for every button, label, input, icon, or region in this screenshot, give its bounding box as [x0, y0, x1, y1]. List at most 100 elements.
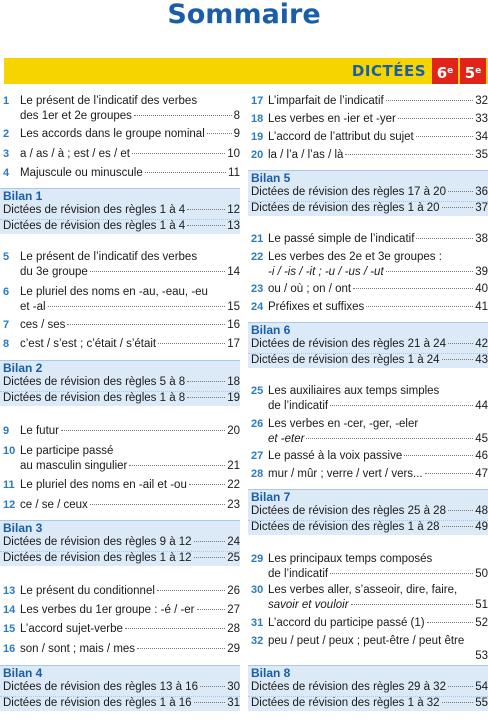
entry-number: 2	[3, 128, 10, 140]
entry-number: 30	[251, 584, 264, 596]
entry-title: Préfixes et suffixes	[268, 301, 365, 313]
bilan-heading: Bilan 6	[251, 323, 291, 337]
entry-number: 10	[3, 445, 16, 457]
entry-number: 9	[3, 425, 10, 437]
page-number: 40	[475, 283, 488, 295]
page-number: 33	[475, 113, 488, 125]
bilan-line: Dictées de révision des règles 1 à 12	[3, 551, 192, 564]
entry-title: son / sont ; mais / mes	[20, 643, 136, 655]
entry-number: 18	[251, 113, 264, 125]
entry-number: 11	[3, 479, 15, 491]
entry-title: Le présent de l’indicatif des verbes	[20, 251, 198, 263]
bilan-block[interactable]: Bilan 6 Dictées de révision des règles 2…	[248, 322, 488, 369]
page-number: 28	[227, 623, 240, 635]
entry-title-cont: du 3e groupe	[20, 265, 88, 278]
entry-number: 31	[251, 617, 264, 629]
entry-title: Majuscule ou minuscule	[20, 167, 143, 179]
entry-title: c’est / s’est ; c’était / s’était	[20, 338, 157, 350]
entry-number: 19	[251, 131, 264, 143]
entry-number: 4	[3, 167, 10, 179]
bilan-line: Dictées de révision des règles 1 à 16	[3, 696, 192, 709]
page-number: 29	[227, 643, 240, 655]
page-number: 50	[475, 567, 488, 580]
entry-title-cont: des 1er et 2e groupes	[20, 109, 132, 122]
page-number: 21	[227, 459, 240, 472]
entry-number: 1	[3, 95, 10, 107]
bilan-block[interactable]: Bilan 7 Dictées de révision des règles 2…	[248, 489, 488, 536]
bilan-block[interactable]: Bilan 4 Dictées de révision des règles 1…	[0, 665, 240, 712]
page-number: 46	[475, 450, 488, 462]
entry-title: Les auxiliaires aux temps simples	[268, 385, 440, 397]
bilan-line: Dictées de révision des règles 21 à 24	[251, 338, 446, 350]
entry-title: Les verbes en -ier et -yer	[268, 113, 396, 125]
page-number: 19	[227, 391, 240, 404]
entry-title-cont: de l’indicatif	[268, 567, 329, 580]
grade-5-badge: 5e	[460, 58, 486, 84]
page-number: 17	[227, 338, 240, 350]
entry-title: Les verbes des 2e et 3e groupes :	[268, 251, 442, 263]
entry-title: Les accords dans le groupe nominal	[20, 128, 205, 140]
page-number: 41	[475, 301, 488, 313]
bilan-line: Dictées de révision des règles 5 à 8	[3, 376, 186, 388]
bilan-block[interactable]: Bilan 8 Dictées de révision des règles 2…	[248, 665, 488, 712]
entry-title: L’accord de l’attribut du sujet	[268, 131, 414, 143]
page-number: 36	[475, 186, 488, 198]
banner-label: DICTÉES	[351, 62, 426, 80]
entry-title: ce / se / ceux	[20, 499, 88, 511]
entry-number: 12	[3, 499, 16, 511]
bilan-line: Dictées de révision des règles 1 à 24	[251, 353, 440, 366]
entry-title-cont: -i / -is / -it ; -u / -us / -ut	[268, 265, 384, 278]
bilan-block[interactable]: Bilan 5 Dictées de révision des règles 1…	[248, 170, 488, 217]
page-number: 51	[475, 598, 488, 611]
page-number: 25	[227, 551, 240, 564]
bilan-heading: Bilan 3	[3, 521, 43, 535]
bilan-heading: Bilan 1	[3, 189, 43, 203]
entry-number: 21	[251, 233, 264, 245]
entry-title: Le futur	[20, 425, 59, 437]
page-number: 42	[475, 338, 488, 350]
page-number: 53	[475, 649, 488, 662]
entry-title: L’imparfait de l’indicatif	[268, 95, 384, 107]
page-number: 18	[227, 376, 240, 388]
page-number: 45	[475, 432, 488, 445]
entry-number: 7	[3, 319, 10, 331]
page-number: 48	[475, 505, 488, 517]
page-number: 37	[475, 201, 488, 214]
page-number: 55	[475, 696, 488, 709]
bilan-block[interactable]: Bilan 2 Dictées de révision des règles 5…	[0, 360, 240, 407]
entry-title: Les verbes aller, s’asseoir, dire, faire…	[268, 584, 458, 596]
entry-number: 8	[3, 338, 10, 350]
bilan-line: Dictées de révision des règles 1 à 20	[251, 201, 440, 214]
bilan-heading: Bilan 5	[251, 171, 291, 185]
page-number: 8	[233, 109, 240, 122]
page-number: 14	[227, 265, 240, 278]
bilan-heading: Bilan 2	[3, 361, 43, 375]
bilan-line: Dictées de révision des règles 1 à 4	[3, 204, 186, 216]
entry-title: ou / où ; on / ont	[268, 283, 352, 295]
entry-title: Le passé simple de l’indicatif	[268, 233, 415, 245]
page-number: 35	[475, 149, 488, 161]
entry-number: 23	[251, 283, 264, 295]
page-number: 39	[475, 265, 488, 278]
entry-title: L’accord sujet-verbe	[20, 623, 123, 635]
page-number: 27	[227, 604, 240, 616]
bilan-line: Dictées de révision des règles 17 à 20	[251, 186, 446, 198]
page-number: 44	[475, 399, 488, 412]
entry-number: 6	[3, 286, 10, 298]
bilan-heading: Bilan 8	[251, 666, 291, 680]
entry-title-cont: et -eter	[268, 432, 305, 445]
entry-number: 15	[3, 623, 16, 635]
entry-title: Les principaux temps composés	[268, 553, 433, 565]
page-number: 9	[233, 128, 240, 140]
bilan-line: Dictées de révision des règles 9 à 12	[3, 536, 192, 548]
entry-number: 27	[251, 450, 264, 462]
bilan-block[interactable]: Bilan 3 Dictées de révision des règles 9…	[0, 520, 240, 567]
page-number: 24	[227, 536, 240, 548]
bilan-block[interactable]: Bilan 1 Dictées de révision des règles 1…	[0, 188, 240, 235]
page-number: 26	[227, 585, 240, 597]
page-number: 10	[227, 148, 240, 160]
entry-title: peu / peut / peux ; peut-être / peut êtr…	[268, 635, 465, 647]
entry-number: 28	[251, 468, 264, 480]
entry-title: la / l’a / l’as / là	[268, 149, 344, 161]
entry-title: Le présent du conditionnel	[20, 585, 155, 597]
